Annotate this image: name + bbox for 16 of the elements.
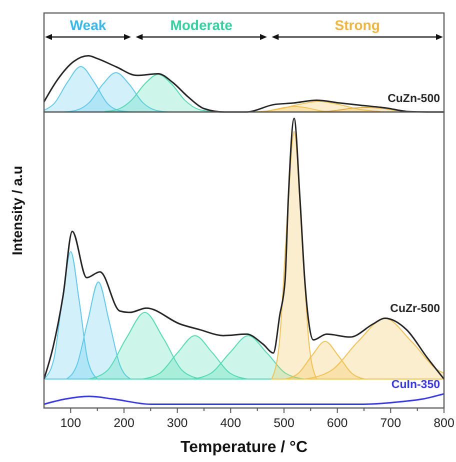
text: Moderate — [170, 17, 233, 33]
text: Strong — [334, 17, 380, 33]
x-tick-label: 200 — [114, 416, 134, 430]
series-label: CuZn-500 — [388, 93, 440, 106]
x-tick-label: 100 — [60, 416, 82, 430]
x-tick-label: 300 — [166, 416, 188, 430]
x-tick-label: 700 — [380, 416, 402, 430]
y-axis-title: Intensity / a.u — [9, 166, 25, 256]
series-label: CuZr-500 — [390, 303, 440, 316]
x-tick-label: 400 — [220, 416, 242, 430]
x-tick-label: 800 — [434, 416, 454, 430]
series-label: CuIn-350 — [391, 378, 440, 391]
text: Weak — [70, 17, 106, 33]
x-tick-label: 500 — [274, 416, 294, 430]
x-tick-label: 600 — [326, 416, 348, 430]
x-axis-title: Temperature / °C — [180, 439, 308, 456]
